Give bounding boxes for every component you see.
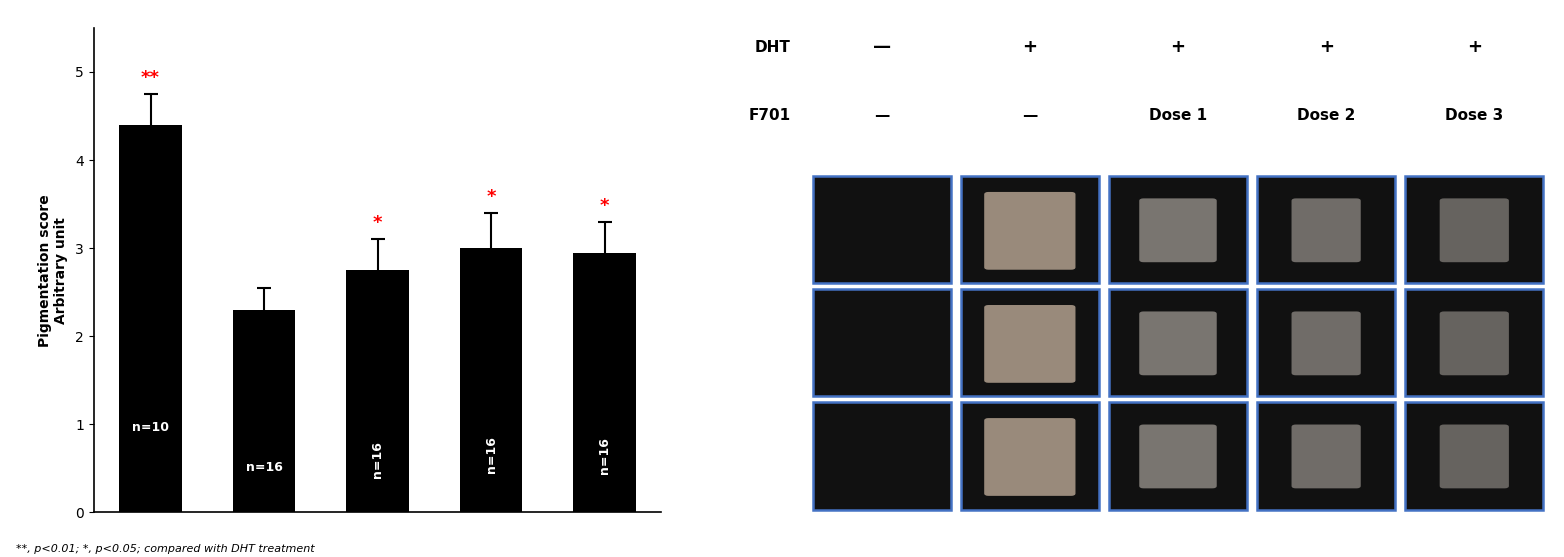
Text: *: * xyxy=(601,197,610,214)
FancyBboxPatch shape xyxy=(1406,289,1544,397)
FancyBboxPatch shape xyxy=(984,305,1076,383)
FancyBboxPatch shape xyxy=(984,418,1076,496)
FancyBboxPatch shape xyxy=(1139,311,1217,375)
FancyBboxPatch shape xyxy=(1406,176,1544,284)
Bar xyxy=(460,248,522,512)
Text: **, p<0.01; *, p<0.05; compared with DHT treatment: **, p<0.01; *, p<0.05; compared with DHT… xyxy=(16,544,314,554)
Y-axis label: Pigmentation score
Arbitrary unit: Pigmentation score Arbitrary unit xyxy=(38,194,69,346)
Text: Dose 1: Dose 1 xyxy=(1150,108,1207,123)
FancyBboxPatch shape xyxy=(1257,402,1395,510)
Text: —: — xyxy=(874,108,890,123)
FancyBboxPatch shape xyxy=(1257,289,1395,397)
FancyBboxPatch shape xyxy=(960,402,1099,510)
Text: n=16: n=16 xyxy=(246,461,283,475)
Bar xyxy=(574,252,637,512)
Text: +: + xyxy=(1170,38,1186,56)
Text: *: * xyxy=(372,214,383,232)
FancyBboxPatch shape xyxy=(1139,198,1217,262)
FancyBboxPatch shape xyxy=(813,176,951,284)
FancyBboxPatch shape xyxy=(960,289,1099,397)
FancyBboxPatch shape xyxy=(1292,424,1361,488)
Text: DHT: DHT xyxy=(755,40,790,55)
FancyBboxPatch shape xyxy=(1440,198,1509,262)
FancyBboxPatch shape xyxy=(813,402,951,510)
Text: —: — xyxy=(873,38,891,56)
FancyBboxPatch shape xyxy=(1139,424,1217,488)
FancyBboxPatch shape xyxy=(984,192,1076,270)
FancyBboxPatch shape xyxy=(1440,424,1509,488)
FancyBboxPatch shape xyxy=(960,176,1099,284)
Text: n=16: n=16 xyxy=(485,436,497,473)
Bar xyxy=(119,125,181,512)
Text: n=10: n=10 xyxy=(131,421,169,434)
Text: *: * xyxy=(486,188,496,206)
FancyBboxPatch shape xyxy=(1109,289,1247,397)
Bar xyxy=(347,270,408,512)
FancyBboxPatch shape xyxy=(1257,176,1395,284)
Text: **: ** xyxy=(141,69,160,87)
Text: —: — xyxy=(1023,108,1037,123)
FancyBboxPatch shape xyxy=(1406,402,1544,510)
Text: +: + xyxy=(1023,38,1037,56)
Text: Dose 2: Dose 2 xyxy=(1297,108,1356,123)
Bar xyxy=(233,310,296,512)
Text: n=16: n=16 xyxy=(597,437,612,473)
Text: F701: F701 xyxy=(749,108,790,123)
FancyBboxPatch shape xyxy=(1292,311,1361,375)
Text: n=16: n=16 xyxy=(371,441,385,477)
FancyBboxPatch shape xyxy=(813,289,951,397)
Text: +: + xyxy=(1318,38,1334,56)
FancyBboxPatch shape xyxy=(1109,402,1247,510)
FancyBboxPatch shape xyxy=(1292,198,1361,262)
Text: +: + xyxy=(1467,38,1481,56)
FancyBboxPatch shape xyxy=(1109,176,1247,284)
FancyBboxPatch shape xyxy=(1440,311,1509,375)
Text: Dose 3: Dose 3 xyxy=(1445,108,1503,123)
